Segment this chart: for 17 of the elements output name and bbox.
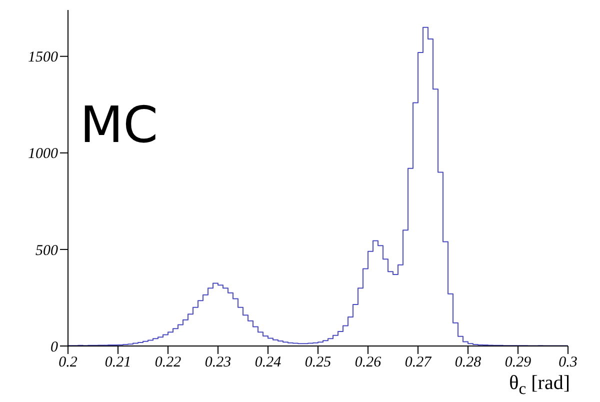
x-tick-label: 0.27	[404, 354, 433, 371]
x-tick-label: 0.24	[254, 354, 282, 371]
annotation: MC	[80, 96, 158, 154]
x-tick-label: 0.25	[304, 354, 332, 371]
x-tick-label: 0.2	[58, 354, 78, 371]
x-tick-label: 0.3	[558, 354, 578, 371]
x-axis-title: θ$_{c}$ [rad]	[509, 372, 570, 399]
x-tick-label: 0.28	[454, 354, 482, 371]
x-tick-label: 0.29	[504, 354, 532, 371]
x-tick-label: 0.21	[104, 354, 132, 371]
y-tick-label: 1500	[28, 50, 58, 66]
y-tick-label: 1000	[28, 146, 58, 162]
x-tick-label: 0.22	[154, 354, 182, 371]
x-tick-label: 0.23	[204, 354, 232, 371]
y-tick-label: 0	[50, 339, 58, 356]
x-tick-label: 0.26	[354, 354, 382, 371]
y-tick-label: 500	[36, 242, 58, 259]
